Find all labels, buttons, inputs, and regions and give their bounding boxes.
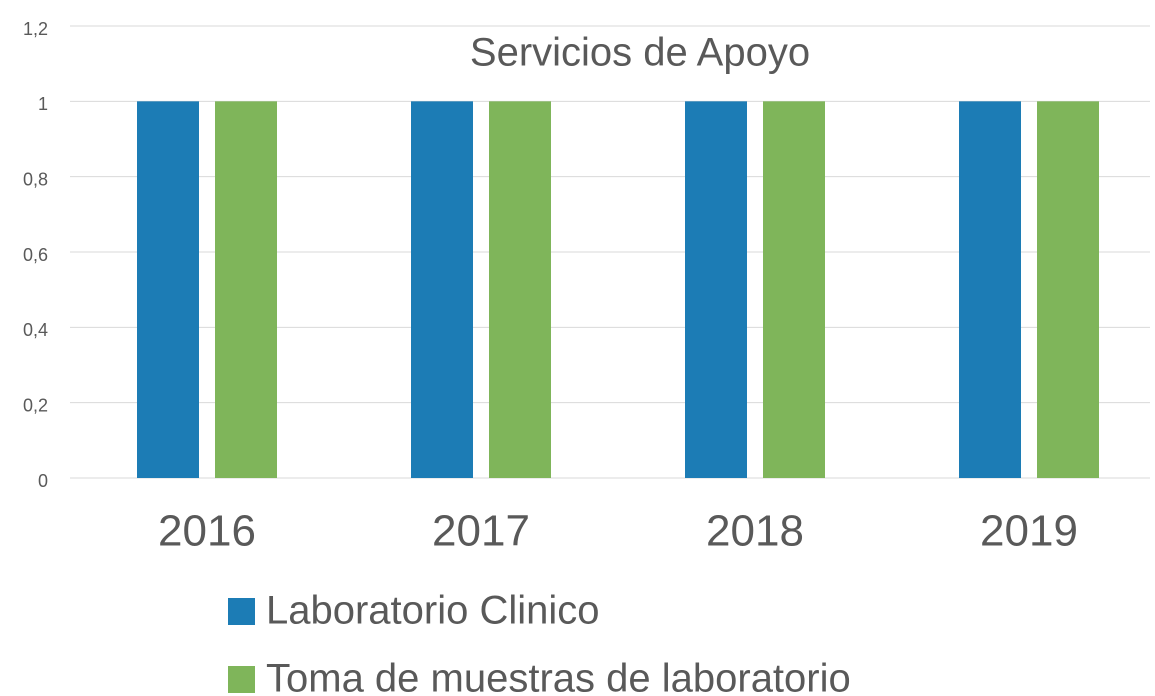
y-tick-label: 1 [38,94,48,114]
y-tick-label: 0,6 [23,245,48,265]
bar [489,101,551,478]
x-tick-label: 2017 [432,507,530,556]
bar [411,101,473,478]
bar [137,101,199,478]
y-tick-label: 0,2 [23,395,48,415]
y-tick-label: 0,8 [23,169,48,189]
legend-label: Toma de muestras de laboratorio [266,657,851,696]
x-tick-label: 2019 [980,507,1078,556]
legend-swatch [228,666,255,693]
y-tick-label: 0 [38,471,48,491]
bar [1037,101,1099,478]
y-tick-label: 1,2 [23,19,48,39]
chart-title: Servicios de Apoyo [470,31,810,75]
x-tick-label: 2018 [706,507,804,556]
y-tick-label: 0,4 [23,320,48,340]
legend-swatch [228,598,255,625]
legend-label: Laboratorio Clinico [266,589,600,633]
bar [763,101,825,478]
bar [215,101,277,478]
bar [959,101,1021,478]
x-tick-label: 2016 [158,507,256,556]
bar [685,101,747,478]
